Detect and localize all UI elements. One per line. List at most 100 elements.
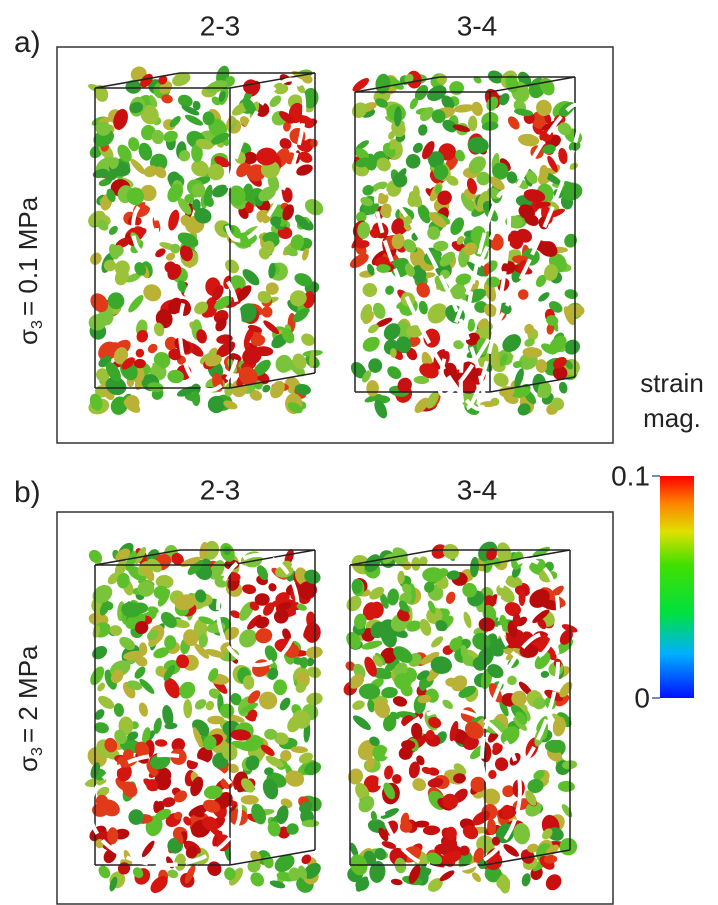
grain: [487, 818, 497, 836]
grain: [404, 73, 414, 84]
grain: [264, 645, 278, 662]
rendering: [343, 541, 578, 894]
grain: [164, 261, 177, 274]
grain: [275, 354, 293, 373]
grain: [169, 116, 181, 128]
grain: [406, 325, 424, 338]
grain: [207, 395, 226, 414]
grain: [559, 681, 573, 698]
grain: [257, 290, 272, 304]
grain: [192, 727, 203, 748]
grain: [455, 149, 466, 162]
grain: [176, 654, 190, 669]
grain: [450, 217, 465, 235]
grain: [470, 776, 486, 793]
grain: [483, 595, 496, 608]
grain: [362, 282, 378, 298]
grain: [381, 841, 397, 849]
grain: [260, 744, 275, 756]
grain: [356, 140, 369, 150]
grain: [298, 151, 313, 163]
grain: [362, 336, 380, 352]
grain: [96, 786, 110, 797]
grain: [507, 116, 520, 130]
grain: [380, 203, 392, 217]
grain: [143, 165, 158, 178]
grain: [238, 366, 258, 386]
grain: [532, 609, 550, 624]
grain: [451, 675, 468, 692]
grain: [467, 136, 489, 154]
grain: [128, 809, 144, 825]
grain: [135, 348, 145, 358]
grain: [173, 811, 183, 820]
grain: [524, 323, 535, 335]
rendering: [349, 70, 585, 419]
box-edge: [229, 372, 316, 389]
grain: [255, 628, 273, 644]
grain: [369, 736, 380, 747]
grain: [391, 119, 406, 138]
grain: [557, 122, 572, 136]
grain: [398, 600, 409, 612]
grain: [267, 667, 279, 680]
grain: [214, 295, 232, 310]
grain: [351, 578, 363, 594]
grain: [279, 138, 292, 150]
grain: [365, 757, 375, 771]
grain: [245, 201, 254, 214]
grain: [190, 776, 204, 797]
grain: [462, 582, 477, 598]
grain: [561, 182, 583, 201]
grain: [354, 148, 369, 160]
grain: [364, 554, 381, 573]
grain: [380, 593, 389, 609]
grain: [439, 870, 455, 882]
grain: [299, 657, 309, 669]
grain: [304, 569, 321, 584]
grain: [409, 97, 419, 110]
grain: [107, 292, 125, 310]
grain: [477, 318, 488, 329]
grain: [259, 691, 278, 710]
grain: [492, 742, 501, 751]
grain: [192, 199, 201, 211]
grain: [386, 76, 404, 90]
grain: [360, 196, 374, 207]
column-label: 3-4: [457, 10, 497, 41]
grain: [396, 320, 412, 342]
grain: [96, 368, 110, 382]
box-edge: [484, 549, 571, 566]
grain: [103, 259, 116, 272]
grain: [483, 788, 501, 806]
grain: [525, 170, 538, 184]
grain: [463, 611, 472, 629]
grain: [202, 816, 218, 831]
grain: [522, 347, 543, 359]
grain: [392, 172, 408, 188]
grain: [255, 616, 270, 629]
grain: [212, 184, 229, 198]
grain: [114, 559, 127, 576]
grain: [198, 633, 208, 648]
grain: [225, 259, 240, 274]
grain: [501, 261, 516, 275]
grain: [108, 225, 118, 235]
grain: [134, 546, 147, 565]
grain: [107, 572, 120, 585]
symbol: σ: [13, 329, 43, 345]
grain: [435, 620, 448, 632]
grain: [298, 581, 317, 600]
grain: [306, 657, 315, 667]
grain: [95, 121, 112, 136]
grain: [130, 158, 146, 175]
grain: [412, 778, 427, 792]
grain: [564, 360, 574, 370]
column-label: 2-3: [200, 10, 240, 41]
grain: [97, 682, 106, 692]
grain: [427, 303, 448, 324]
grain: [472, 632, 491, 651]
grain: [493, 372, 509, 387]
grain: [138, 142, 153, 161]
grain: [282, 628, 292, 641]
